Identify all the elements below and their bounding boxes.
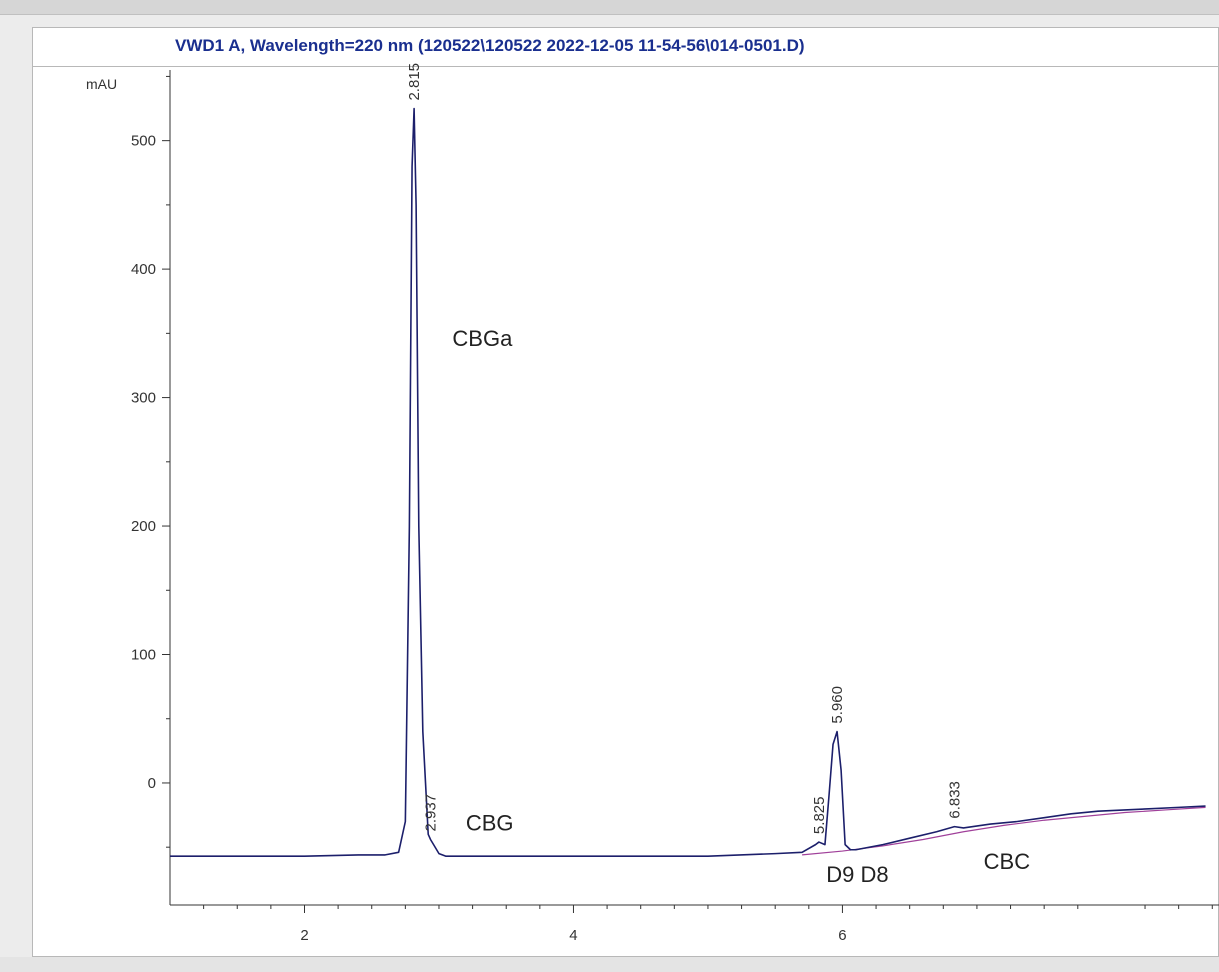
panel-header: [32, 27, 1219, 67]
compound-annotation: CBGa: [452, 326, 513, 351]
peak-retention-label: 6.833: [946, 781, 963, 819]
chart-title: VWD1 A, Wavelength=220 nm (120522\120522…: [175, 36, 805, 55]
y-tick-label: 100: [131, 647, 156, 664]
y-tick-label: 500: [131, 133, 156, 150]
peak-retention-label: 2.937: [423, 794, 440, 832]
y-tick-label: 400: [131, 261, 156, 278]
x-tick-label: 4: [569, 927, 577, 944]
bottom-strip: [0, 957, 1219, 972]
top-toolbar-strip: [0, 0, 1219, 15]
x-tick-label: 6: [838, 927, 846, 944]
y-axis-label: mAU: [86, 76, 117, 92]
compound-annotation: D9 D8: [826, 862, 888, 887]
peak-retention-label: 2.815: [406, 63, 423, 101]
y-tick-label: 200: [131, 518, 156, 535]
peak-retention-label: 5.960: [829, 686, 846, 724]
chromatogram-trace: [170, 107, 1206, 857]
peak-retention-label: 5.825: [811, 797, 828, 835]
compound-annotation: CBG: [466, 810, 514, 835]
y-tick-label: 300: [131, 390, 156, 407]
chromatogram-panel: [32, 27, 1219, 957]
compound-annotation: CBC: [984, 849, 1031, 874]
y-tick-label: 0: [148, 775, 156, 792]
axes: 0 100 200 300 400 500 2 4 6: [131, 70, 1219, 944]
chart-marks: 2.815 2.937 5.825 5.960 6.833 CBGa CBG D9 D8 CBC: [170, 63, 1206, 887]
x-tick-label: 2: [300, 927, 308, 944]
